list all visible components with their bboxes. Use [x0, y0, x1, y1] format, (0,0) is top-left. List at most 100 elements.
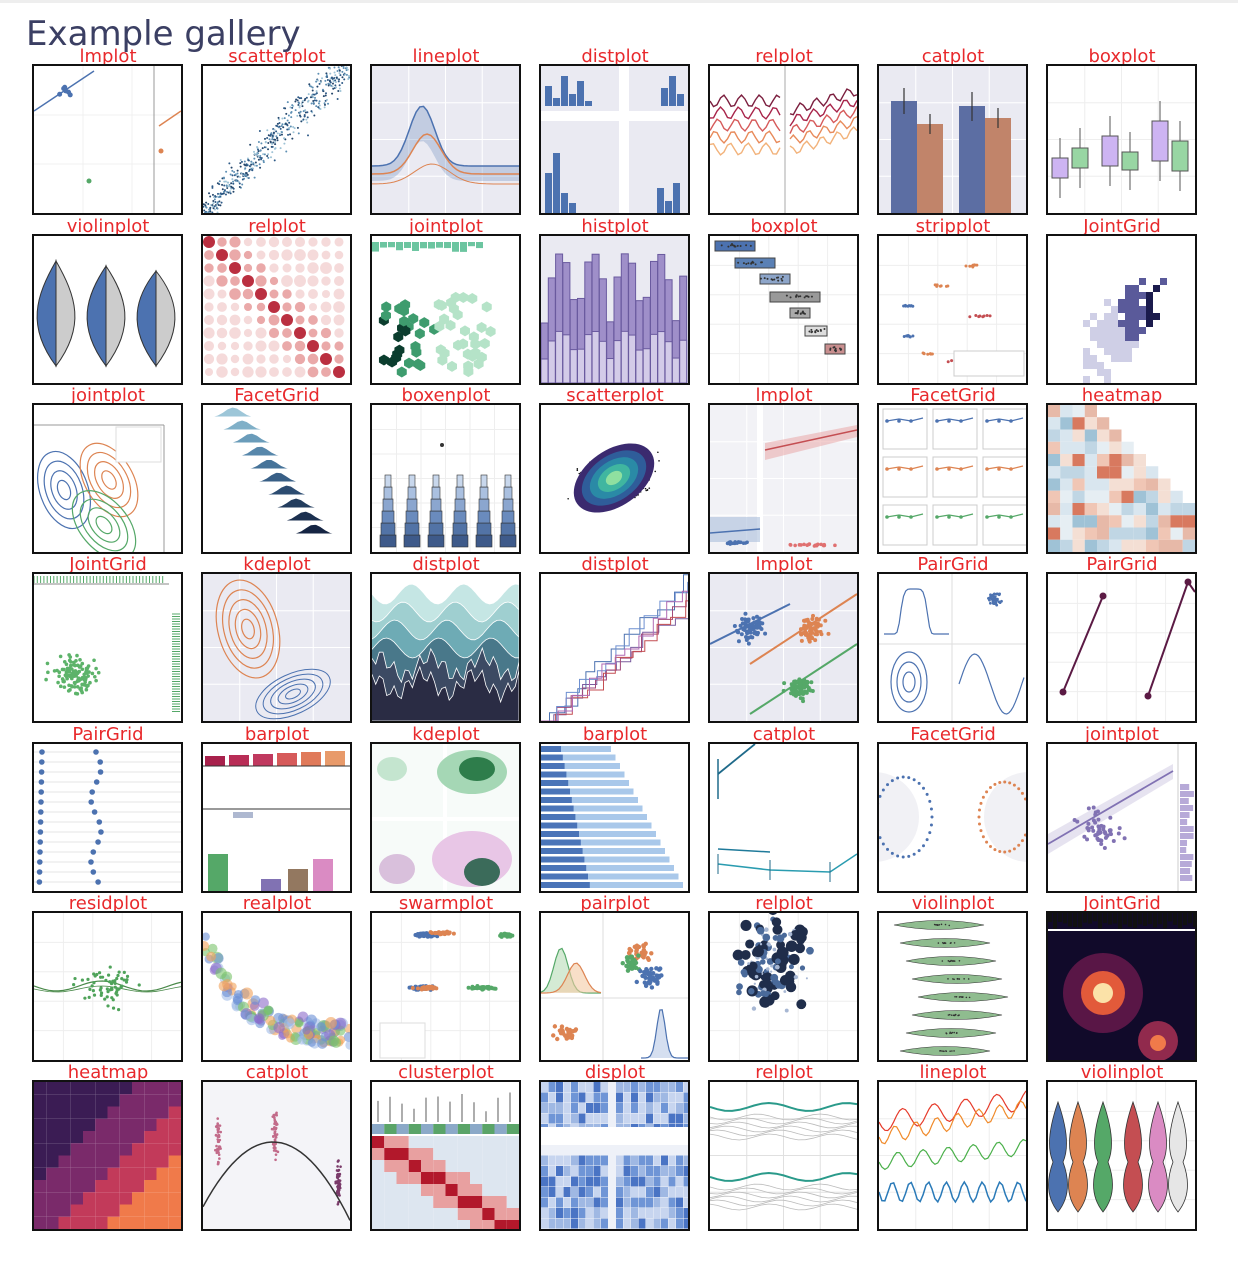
gallery-item[interactable]: catplot [193, 1063, 361, 1233]
gallery-item[interactable]: lineplot [869, 1063, 1037, 1233]
gallery-item-link[interactable]: FacetGrid [910, 724, 996, 745]
gallery-item[interactable]: PairGrid [869, 555, 1037, 725]
gallery-item-link[interactable]: PairGrid [1086, 554, 1158, 575]
gallery-item[interactable]: violinplot [24, 217, 192, 387]
gallery-item[interactable]: scatterplot [531, 386, 699, 556]
gallery-item-link[interactable]: boxenplot [401, 385, 491, 406]
gallery-thumbnail[interactable] [1046, 911, 1197, 1062]
gallery-item[interactable]: histplot [531, 217, 699, 387]
gallery-item-link[interactable]: pairplot [580, 893, 650, 914]
gallery-thumbnail[interactable] [201, 742, 352, 893]
gallery-thumbnail[interactable] [1046, 742, 1197, 893]
gallery-item[interactable]: displot [531, 1063, 699, 1233]
gallery-item-link[interactable]: catplot [921, 46, 985, 67]
gallery-thumbnail[interactable] [708, 911, 859, 1062]
gallery-item[interactable]: lineplot [362, 47, 530, 217]
gallery-thumbnail[interactable] [539, 64, 690, 215]
gallery-thumbnail[interactable] [539, 911, 690, 1062]
gallery-thumbnail[interactable] [539, 234, 690, 385]
gallery-item[interactable]: boxenplot [362, 386, 530, 556]
gallery-item[interactable]: realplot [193, 894, 361, 1064]
gallery-item-link[interactable]: lineplot [412, 46, 480, 67]
gallery-item-link[interactable]: boxplot [750, 216, 818, 237]
gallery-thumbnail[interactable] [708, 403, 859, 554]
gallery-item[interactable]: lmplot [24, 47, 192, 217]
gallery-item-link[interactable]: histplot [581, 216, 649, 237]
gallery-item[interactable]: relplot [193, 217, 361, 387]
gallery-item-link[interactable]: violinplot [1080, 1062, 1164, 1083]
gallery-thumbnail[interactable] [370, 742, 521, 893]
gallery-item[interactable]: distplot [531, 555, 699, 725]
gallery-thumbnail[interactable] [539, 1080, 690, 1231]
gallery-thumbnail[interactable] [708, 572, 859, 723]
gallery-thumbnail[interactable] [1046, 64, 1197, 215]
gallery-item[interactable]: boxplot [700, 217, 868, 387]
gallery-item[interactable]: violinplot [869, 894, 1037, 1064]
gallery-item[interactable]: swarmplot [362, 894, 530, 1064]
gallery-item[interactable]: jointplot [24, 386, 192, 556]
gallery-thumbnail[interactable] [370, 403, 521, 554]
gallery-item[interactable]: distplot [362, 555, 530, 725]
gallery-item-link[interactable]: kdeplot [243, 554, 311, 575]
gallery-item[interactable]: barplot [193, 725, 361, 895]
gallery-item-link[interactable]: lmplot [755, 554, 813, 575]
gallery-thumbnail[interactable] [370, 234, 521, 385]
gallery-thumbnail[interactable] [32, 742, 183, 893]
gallery-item[interactable]: jointplot [362, 217, 530, 387]
gallery-item-link[interactable]: heatmap [67, 1062, 149, 1083]
gallery-item-link[interactable]: boxplot [1088, 46, 1156, 67]
gallery-item[interactable]: relplot [700, 1063, 868, 1233]
gallery-item-link[interactable]: residplot [68, 893, 148, 914]
gallery-thumbnail[interactable] [1046, 234, 1197, 385]
gallery-thumbnail[interactable] [877, 234, 1028, 385]
gallery-item[interactable]: residplot [24, 894, 192, 1064]
gallery-thumbnail[interactable] [877, 403, 1028, 554]
gallery-item[interactable]: relplot [700, 894, 868, 1064]
gallery-thumbnail[interactable] [32, 1080, 183, 1231]
gallery-item[interactable]: kdeplot [362, 725, 530, 895]
gallery-thumbnail[interactable] [201, 234, 352, 385]
gallery-thumbnail[interactable] [539, 742, 690, 893]
gallery-item[interactable]: stripplot [869, 217, 1037, 387]
gallery-item-link[interactable]: lineplot [919, 1062, 987, 1083]
gallery-item-link[interactable]: distplot [581, 46, 649, 67]
gallery-thumbnail[interactable] [370, 572, 521, 723]
gallery-item-link[interactable]: PairGrid [917, 554, 989, 575]
gallery-item-link[interactable]: jointplot [71, 385, 145, 406]
gallery-thumbnail[interactable] [201, 572, 352, 723]
gallery-thumbnail[interactable] [877, 911, 1028, 1062]
gallery-item-link[interactable]: scatterplot [228, 46, 326, 67]
gallery-item-link[interactable]: kdeplot [412, 724, 480, 745]
gallery-thumbnail[interactable] [1046, 572, 1197, 723]
gallery-item[interactable]: FacetGrid [869, 725, 1037, 895]
gallery-item-link[interactable]: swarmplot [398, 893, 494, 914]
gallery-thumbnail[interactable] [877, 742, 1028, 893]
gallery-item[interactable]: heatmap [1038, 386, 1206, 556]
gallery-item-link[interactable]: distplot [581, 554, 649, 575]
gallery-thumbnail[interactable] [370, 1080, 521, 1231]
gallery-thumbnail[interactable] [370, 64, 521, 215]
gallery-item-link[interactable]: scatterplot [566, 385, 664, 406]
gallery-item-link[interactable]: barplot [582, 724, 648, 745]
gallery-item[interactable]: JointGrid [24, 555, 192, 725]
gallery-item-link[interactable]: FacetGrid [910, 385, 996, 406]
gallery-item-link[interactable]: relplot [755, 1062, 813, 1083]
gallery-item[interactable]: relplot [700, 47, 868, 217]
gallery-thumbnail[interactable] [877, 1080, 1028, 1231]
gallery-item[interactable]: clusterplot [362, 1063, 530, 1233]
gallery-item-link[interactable]: relplot [248, 216, 306, 237]
gallery-item[interactable]: catplot [869, 47, 1037, 217]
gallery-item-link[interactable]: distplot [412, 554, 480, 575]
gallery-thumbnail[interactable] [708, 64, 859, 215]
gallery-item[interactable]: violinplot [1038, 1063, 1206, 1233]
gallery-item[interactable]: JointGrid [1038, 894, 1206, 1064]
gallery-item-link[interactable]: lmplot [79, 46, 137, 67]
gallery-item[interactable]: lmplot [700, 555, 868, 725]
gallery-thumbnail[interactable] [877, 572, 1028, 723]
gallery-thumbnail[interactable] [877, 64, 1028, 215]
gallery-thumbnail[interactable] [32, 911, 183, 1062]
gallery-item-link[interactable]: heatmap [1081, 385, 1163, 406]
gallery-item[interactable]: pairplot [531, 894, 699, 1064]
gallery-item-link[interactable]: clusterplot [398, 1062, 494, 1083]
gallery-thumbnail[interactable] [32, 572, 183, 723]
